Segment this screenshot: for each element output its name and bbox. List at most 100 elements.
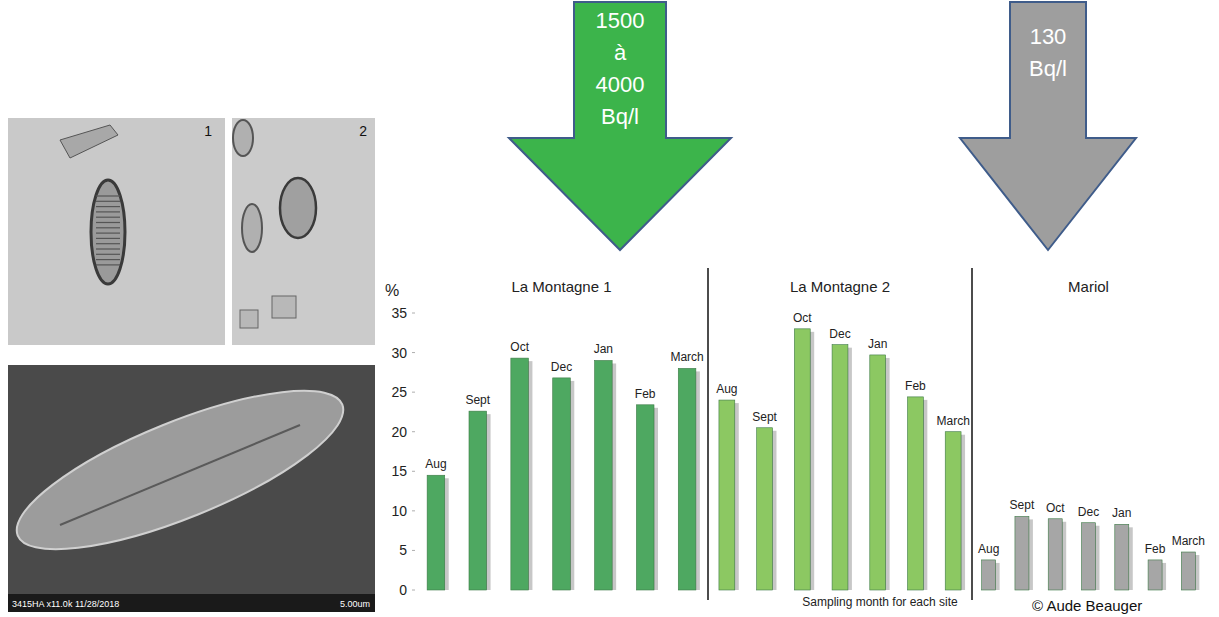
bar bbox=[636, 405, 654, 590]
bar bbox=[757, 428, 773, 590]
striae bbox=[96, 222, 120, 223]
arrow-label: 1500 à 4000 Bq/l bbox=[596, 8, 645, 129]
category-label: Aug bbox=[716, 382, 737, 396]
category-label: March bbox=[1172, 534, 1205, 548]
bar-shade bbox=[1162, 563, 1166, 590]
y-tick bbox=[412, 590, 415, 591]
y-tick bbox=[412, 431, 415, 432]
bar bbox=[1148, 560, 1162, 590]
category-label: Sept bbox=[752, 410, 777, 424]
bar-shade bbox=[1062, 522, 1066, 590]
bars bbox=[427, 329, 1199, 590]
y-tick-label: 0 bbox=[399, 582, 407, 598]
y-tick-label: 25 bbox=[391, 384, 407, 400]
panel-title: La Montagne 2 bbox=[790, 278, 890, 295]
bar bbox=[908, 397, 924, 590]
bar-shade bbox=[735, 403, 739, 590]
diatom bbox=[280, 178, 316, 238]
category-label: Sept bbox=[1010, 498, 1035, 512]
y-tick bbox=[412, 510, 415, 511]
arrow-label-line: Bq/l bbox=[1029, 56, 1067, 81]
bar bbox=[945, 432, 961, 590]
image-frame bbox=[232, 118, 375, 345]
panel-title: Mariol bbox=[1068, 278, 1109, 295]
arrow-label-line: 1500 bbox=[596, 8, 645, 33]
bar bbox=[982, 560, 996, 590]
bar bbox=[870, 355, 886, 590]
arrow: 1500 à 4000 Bq/l bbox=[509, 2, 731, 250]
arrow-label-line: 4000 bbox=[596, 72, 645, 97]
striae bbox=[96, 254, 120, 255]
category-label: March bbox=[936, 414, 969, 428]
striae bbox=[96, 248, 120, 249]
y-tick bbox=[412, 550, 415, 551]
bar-shade bbox=[810, 332, 814, 590]
category-label: March bbox=[670, 350, 703, 364]
category-label: Sept bbox=[465, 393, 490, 407]
bar bbox=[1015, 516, 1029, 590]
panel-divider bbox=[707, 268, 709, 600]
category-label: Aug bbox=[978, 542, 999, 556]
striae bbox=[96, 206, 120, 207]
micrograph-2: 2 bbox=[232, 118, 375, 345]
bar bbox=[1115, 524, 1129, 590]
arrow-label: 130Bq/l bbox=[1029, 24, 1067, 81]
y-tick bbox=[412, 471, 415, 472]
y-tick bbox=[412, 352, 415, 353]
arrow-shape bbox=[960, 2, 1136, 250]
labels: La Montagne 1AugSeptOctDecJanFebMarch051… bbox=[385, 268, 1205, 609]
bar-shade bbox=[696, 371, 700, 590]
striae bbox=[96, 217, 120, 218]
x-axis-title: Sampling month for each site bbox=[802, 595, 958, 609]
scale-label: 5.00um bbox=[340, 599, 370, 609]
y-tick-label: 35 bbox=[391, 305, 407, 321]
arrow-shape bbox=[509, 2, 731, 250]
figure: 123415HA x11.0k 11/28/20185.00um1500à400… bbox=[0, 0, 1219, 617]
category-label: Feb bbox=[905, 379, 926, 393]
category-label: Feb bbox=[1145, 542, 1166, 556]
bar-shade bbox=[1195, 555, 1199, 590]
bar bbox=[1048, 519, 1062, 590]
bar bbox=[511, 358, 529, 590]
bar-shade bbox=[1129, 527, 1133, 590]
striae bbox=[96, 238, 120, 239]
bar-shade bbox=[654, 408, 658, 590]
diatom bbox=[233, 120, 253, 156]
y-axis-title: % bbox=[385, 282, 399, 299]
diatom bbox=[91, 180, 125, 284]
bar bbox=[553, 378, 571, 590]
bar-shade bbox=[445, 478, 449, 590]
diatom bbox=[242, 204, 262, 252]
y-tick-label: 15 bbox=[391, 463, 407, 479]
bar-shade bbox=[1029, 519, 1033, 590]
bar bbox=[832, 345, 848, 590]
panel-title: La Montagne 1 bbox=[511, 278, 611, 295]
striae bbox=[96, 195, 120, 196]
bar-shade bbox=[487, 414, 491, 590]
category-label: Oct bbox=[1046, 501, 1065, 515]
bar-shade bbox=[848, 348, 852, 590]
caption-bar bbox=[8, 594, 375, 612]
bar bbox=[1181, 552, 1195, 590]
arrow-label-line: à bbox=[614, 40, 627, 65]
category-label: Aug bbox=[425, 457, 446, 471]
y-tick-label: 20 bbox=[391, 424, 407, 440]
bar-shade bbox=[996, 563, 1000, 590]
image-frame bbox=[8, 118, 225, 345]
bar-shade bbox=[612, 363, 616, 590]
arrow-label-line: Bq/l bbox=[601, 104, 639, 129]
debris bbox=[60, 125, 118, 158]
category-label: Feb bbox=[635, 387, 656, 401]
category-label: Jan bbox=[594, 342, 613, 356]
striae bbox=[96, 259, 120, 260]
bar bbox=[595, 360, 613, 590]
y-tick-label: 30 bbox=[391, 345, 407, 361]
bar bbox=[678, 368, 696, 590]
debris bbox=[272, 296, 296, 318]
striae bbox=[96, 211, 120, 212]
image-label: 1 bbox=[204, 123, 212, 139]
bar bbox=[427, 475, 445, 590]
diatom bbox=[0, 360, 360, 580]
bar-shade bbox=[1095, 526, 1099, 590]
arrow: 130Bq/l bbox=[960, 2, 1136, 250]
